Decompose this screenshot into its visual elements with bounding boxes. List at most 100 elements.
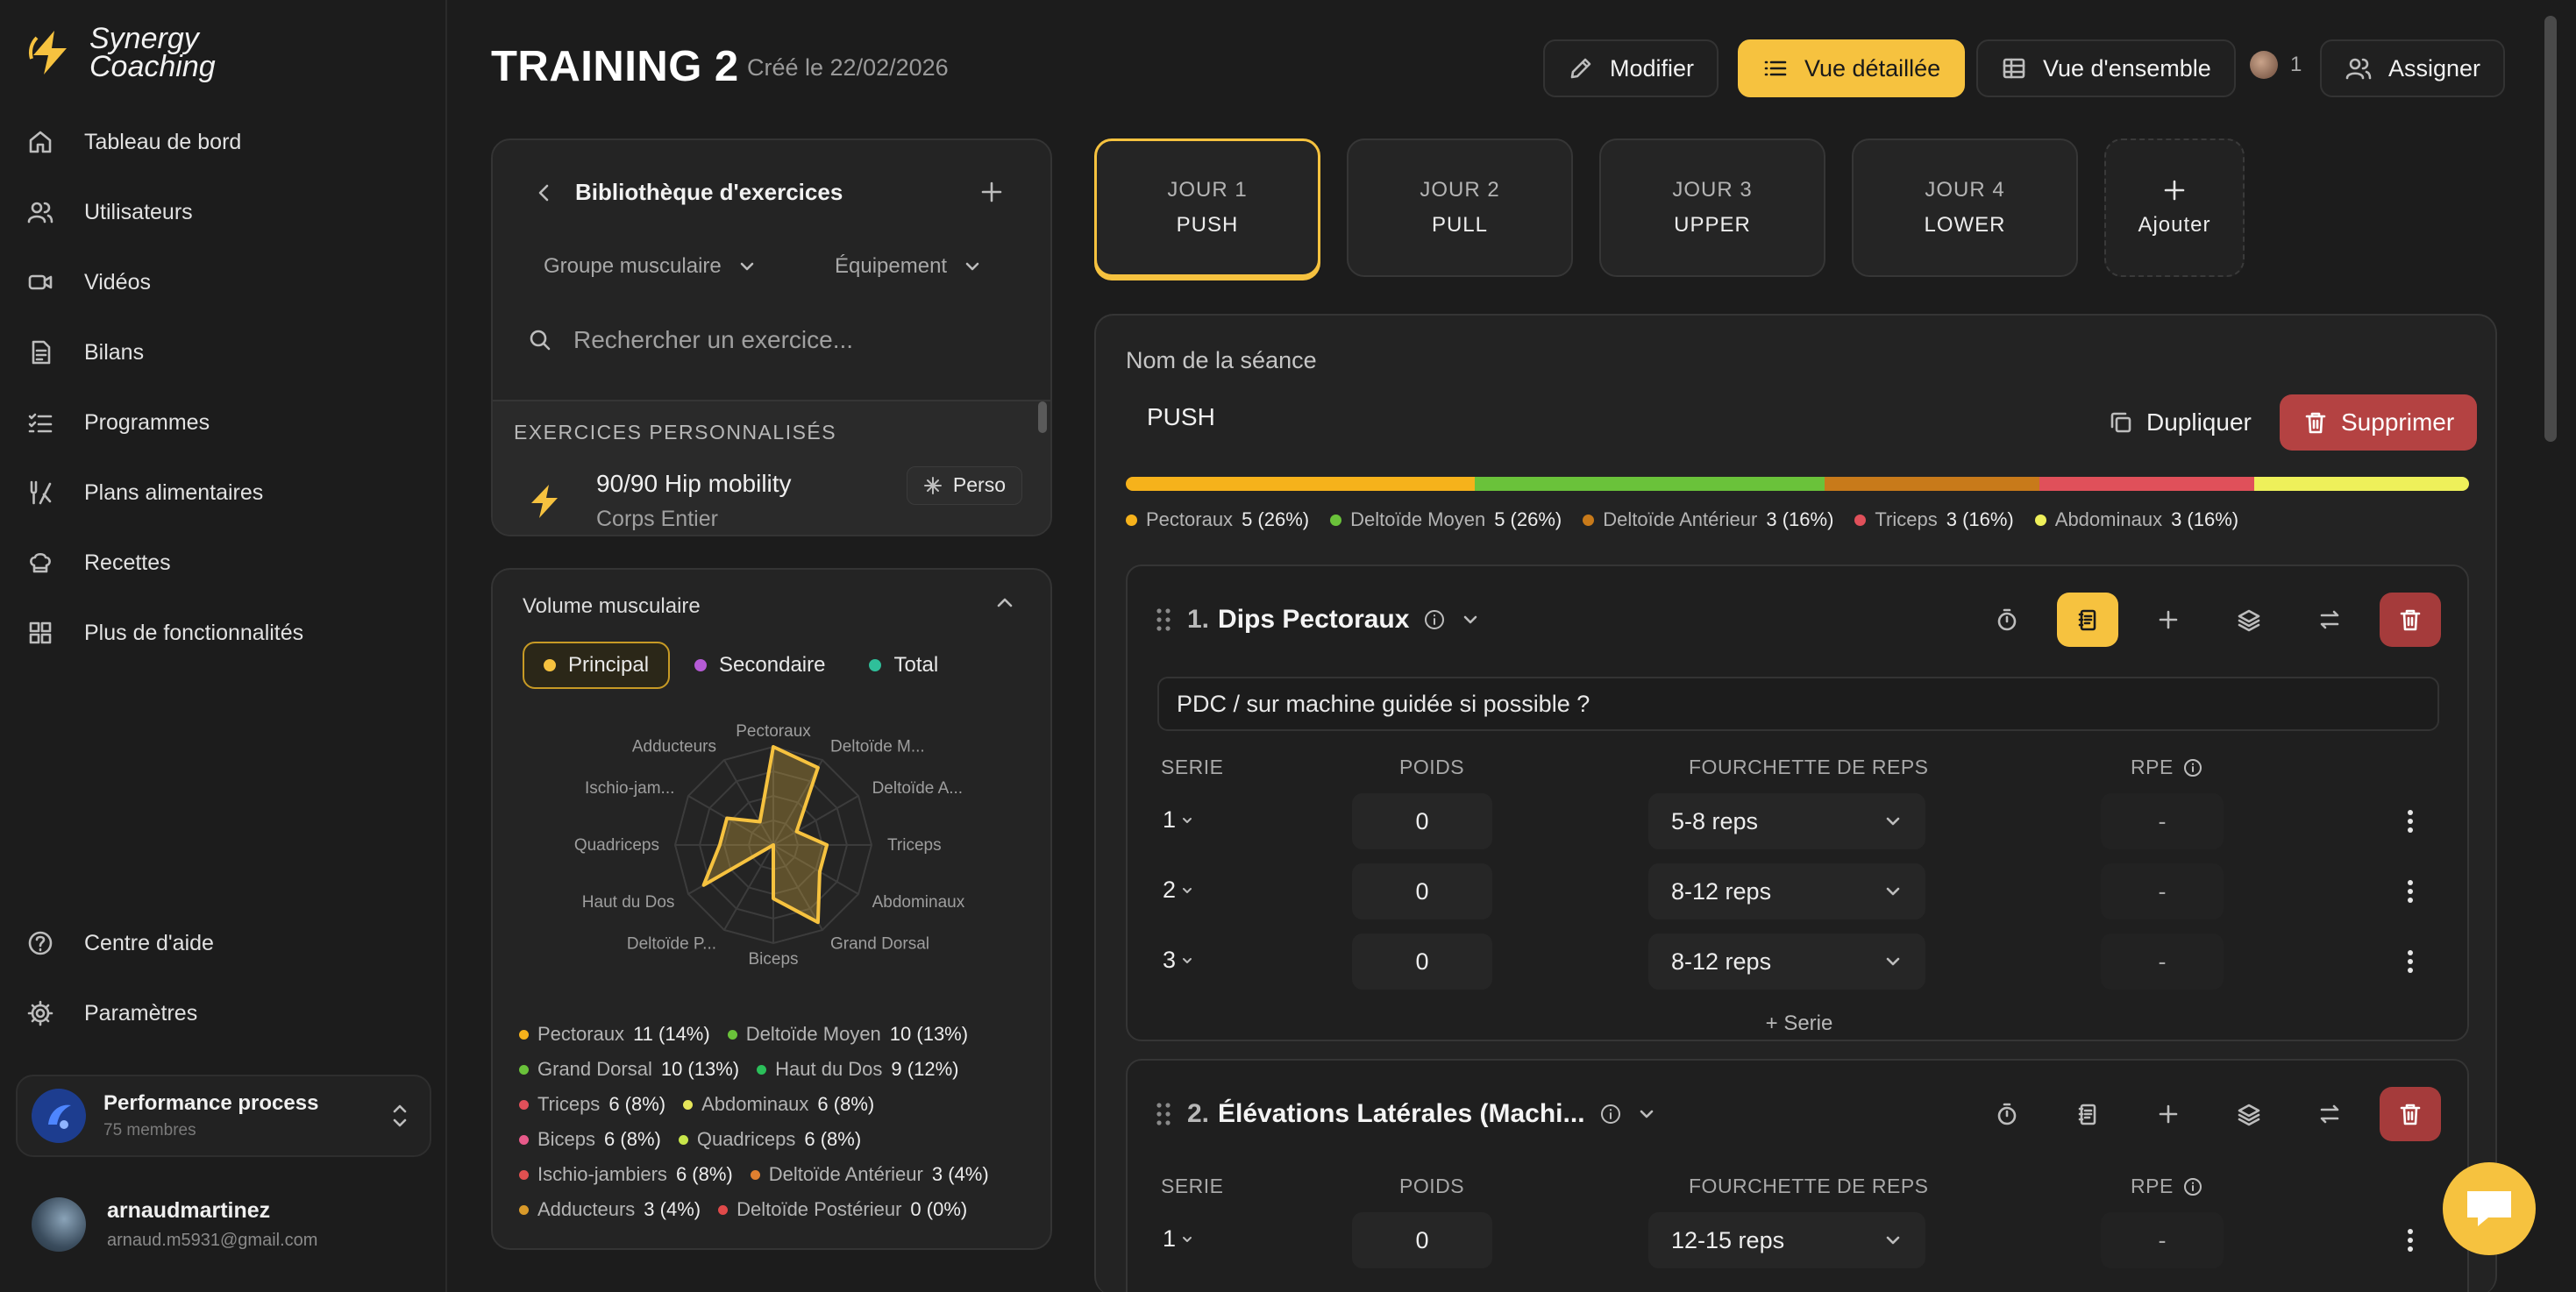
- session-name-input[interactable]: PUSH: [1147, 403, 1215, 430]
- day-number: JOUR 4: [1925, 178, 2005, 202]
- chevron-up-icon[interactable]: [994, 593, 1015, 614]
- day-tab-3[interactable]: JOUR 3 UPPER: [1599, 138, 1825, 277]
- swap-button[interactable]: [2299, 1087, 2360, 1141]
- chevron-down-icon[interactable]: [1460, 609, 1481, 630]
- sidebar-item-utensils[interactable]: Plans alimentaires: [26, 468, 263, 517]
- trash-button[interactable]: [2380, 593, 2441, 647]
- sidebar-item-chef-hat[interactable]: Recettes: [26, 538, 171, 587]
- search-input[interactable]: Rechercher un exercice...: [573, 326, 854, 353]
- sidebar-item-list-check[interactable]: Programmes: [26, 398, 210, 447]
- serie-select[interactable]: 3: [1163, 947, 1193, 974]
- page-scrollbar[interactable]: [2544, 16, 2557, 442]
- day-tab-4[interactable]: JOUR 4 LOWER: [1852, 138, 2078, 277]
- column-header-reps: FOURCHETTE DE REPS: [1689, 1175, 1929, 1198]
- info-icon[interactable]: [1599, 1103, 1622, 1125]
- drag-handle-icon[interactable]: [1154, 606, 1173, 634]
- sidebar-item-help[interactable]: Centre d'aide: [26, 919, 214, 968]
- reps-range-select[interactable]: 8-12 reps: [1648, 934, 1925, 990]
- rpe-input[interactable]: -: [2101, 863, 2224, 919]
- more-options-icon[interactable]: [2406, 877, 2415, 905]
- sidebar-item-label: Tableau de bord: [84, 129, 242, 154]
- legend-name: Quadriceps: [696, 1128, 796, 1150]
- timer-button[interactable]: [1976, 593, 2038, 647]
- serie-select[interactable]: 2: [1163, 877, 1193, 904]
- brand-logo[interactable]: Synergy Coaching: [25, 24, 216, 82]
- volume-tab-principal[interactable]: Principal: [523, 642, 671, 689]
- layers-button[interactable]: [2218, 1087, 2280, 1141]
- equipment-filter[interactable]: Équipement: [835, 254, 982, 279]
- sidebar-item-home[interactable]: Tableau de bord: [26, 117, 241, 167]
- exercise-toolbar: [1976, 1087, 2441, 1141]
- weight-input[interactable]: 0: [1352, 793, 1492, 849]
- layers-icon: [2238, 1104, 2260, 1126]
- muscle-group-filter[interactable]: Groupe musculaire: [544, 254, 757, 279]
- exercise-title[interactable]: 1. Dips Pectoraux: [1187, 605, 1409, 635]
- add-set-button[interactable]: + Serie: [1765, 1012, 1833, 1035]
- overview-button[interactable]: Vue d'ensemble: [1976, 39, 2236, 97]
- info-icon[interactable]: [2182, 1176, 2203, 1197]
- muscle-bar-segment: [1126, 477, 1476, 491]
- team-switcher[interactable]: Performance process 75 membres: [16, 1075, 431, 1157]
- rpe-input[interactable]: -: [2101, 793, 2224, 849]
- volume-tab-secondaire[interactable]: Secondaire: [675, 642, 844, 689]
- chat-button[interactable]: [2443, 1162, 2536, 1255]
- exercise-list-item[interactable]: 90/90 Hip mobility Corps Entier Perso: [523, 465, 1022, 532]
- trash-button[interactable]: [2380, 1087, 2441, 1141]
- radar-axis: [723, 759, 774, 846]
- more-options-icon[interactable]: [2406, 948, 2415, 976]
- sidebar-item-gear[interactable]: Paramètres: [26, 989, 197, 1038]
- sidebar-item-file[interactable]: Bilans: [26, 328, 144, 377]
- add-exercise-icon[interactable]: [978, 179, 1005, 205]
- drag-handle-icon[interactable]: [1154, 1100, 1173, 1128]
- serie-number: 2: [1163, 877, 1177, 903]
- exercise-title[interactable]: 2. Élévations Latérales (Machi...: [1187, 1099, 1585, 1129]
- sidebar-item-users[interactable]: Utilisateurs: [26, 188, 193, 237]
- serie-select[interactable]: 1: [1163, 806, 1193, 834]
- volume-tab-total[interactable]: Total: [850, 642, 957, 689]
- edit-button[interactable]: Modifier: [1543, 39, 1719, 97]
- swap-button[interactable]: [2299, 593, 2360, 647]
- day-tab-1[interactable]: JOUR 1 PUSH: [1094, 138, 1320, 277]
- info-icon[interactable]: [1423, 608, 1446, 631]
- more-options-icon[interactable]: [2406, 1226, 2415, 1254]
- delete-session-button[interactable]: Supprimer: [2280, 394, 2478, 451]
- serie-select[interactable]: 1: [1163, 1225, 1193, 1253]
- legend-dot: [718, 1204, 729, 1215]
- legend-value: 11 (14%): [633, 1023, 710, 1045]
- notes-button[interactable]: [2057, 593, 2118, 647]
- sidebar-item-video[interactable]: Vidéos: [26, 258, 151, 307]
- weight-input[interactable]: 0: [1352, 934, 1492, 990]
- layers-button[interactable]: [2218, 593, 2280, 647]
- reps-range-select[interactable]: 8-12 reps: [1648, 863, 1925, 919]
- legend-value: 6 (8%): [817, 1093, 875, 1115]
- exercise-note[interactable]: PDC / sur machine guidée si possible ?: [1157, 677, 2439, 731]
- assign-button[interactable]: Assigner: [2320, 39, 2506, 97]
- set-row: 2 0 8-12 reps -: [1128, 861, 2471, 922]
- plus-button[interactable]: [2138, 1087, 2199, 1141]
- more-options-icon[interactable]: [2406, 807, 2415, 835]
- user-profile[interactable]: arnaudmartinez arnaud.m5931@gmail.com: [32, 1197, 317, 1252]
- exercise-search[interactable]: Rechercher un exercice...: [528, 326, 1019, 354]
- radar-axis: [723, 844, 774, 931]
- rpe-input[interactable]: -: [2101, 934, 2224, 990]
- detailed-view-button[interactable]: Vue détaillée: [1738, 39, 1966, 97]
- timer-button[interactable]: [1976, 1087, 2038, 1141]
- info-icon[interactable]: [2182, 757, 2203, 778]
- rpe-input[interactable]: -: [2101, 1212, 2224, 1268]
- radar-axis-label: Grand Dorsal: [830, 935, 929, 954]
- weight-input[interactable]: 0: [1352, 863, 1492, 919]
- chevron-down-icon[interactable]: [1636, 1104, 1657, 1125]
- reps-range-select[interactable]: 5-8 reps: [1648, 793, 1925, 849]
- day-tab-2[interactable]: JOUR 2 PULL: [1347, 138, 1573, 277]
- rpe-value: -: [2158, 1226, 2167, 1253]
- duplicate-button[interactable]: Dupliquer: [2085, 394, 2274, 451]
- add-day-button[interactable]: Ajouter: [2104, 138, 2245, 277]
- sidebar-item-grid[interactable]: Plus de fonctionnalités: [26, 608, 303, 657]
- assignees-indicator[interactable]: 1: [2250, 51, 2302, 79]
- weight-input[interactable]: 0: [1352, 1212, 1492, 1268]
- notes-button[interactable]: [2057, 1087, 2118, 1141]
- scrollbar-thumb[interactable]: [1038, 401, 1047, 433]
- chevron-left-icon[interactable]: [535, 182, 552, 203]
- plus-button[interactable]: [2138, 593, 2199, 647]
- reps-range-select[interactable]: 12-15 reps: [1648, 1212, 1925, 1268]
